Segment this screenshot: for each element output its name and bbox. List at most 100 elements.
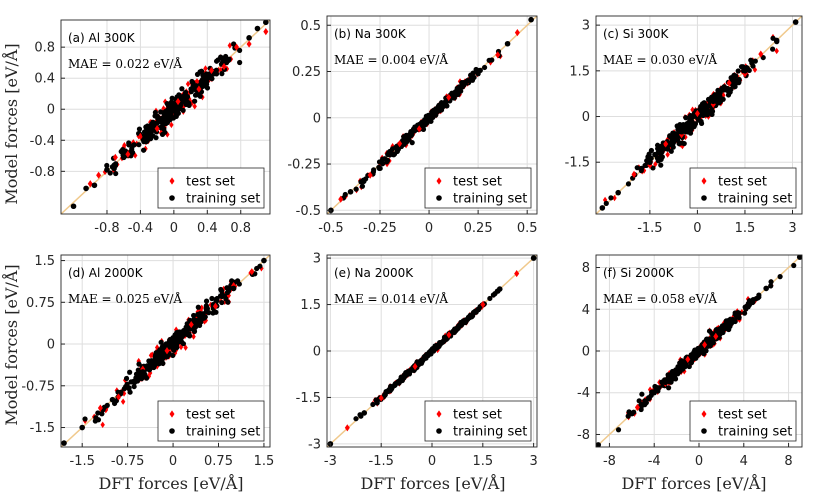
training-point (703, 110, 709, 116)
y-tick-label: 0 (313, 345, 321, 360)
training-point (433, 343, 439, 349)
training-point (386, 386, 393, 392)
training-point (123, 375, 130, 382)
x-tick-label: -0.75 (111, 454, 145, 469)
training-point (201, 80, 207, 87)
training-point (151, 120, 157, 127)
test-point (663, 140, 669, 148)
axes-frame (326, 15, 538, 215)
x-tick-label: 3 (529, 454, 537, 469)
training-point (353, 186, 359, 192)
training-point (158, 350, 165, 356)
training-point (204, 73, 211, 80)
x-tick-label: 3 (788, 221, 796, 236)
training-point (655, 150, 661, 156)
training-point (791, 262, 797, 269)
test-point (446, 331, 452, 339)
mae-label: MAE = 0.014 eV/Å (334, 291, 448, 306)
y-tick-label: -1.5 (296, 391, 321, 406)
panel-title: (b) Na 300K (334, 27, 407, 41)
training-point (424, 351, 430, 357)
training-point (82, 416, 88, 422)
training-point (109, 164, 115, 170)
legend-test-label: test set (718, 175, 767, 190)
training-point (374, 400, 380, 406)
training-point (126, 140, 132, 146)
test-point (137, 132, 143, 140)
training-point (120, 154, 127, 161)
training-point (203, 308, 209, 314)
y-tick-label: -0.5 (296, 204, 321, 219)
training-point (123, 384, 129, 390)
panel-title: (c) Si 300K (603, 27, 669, 41)
axes-frame (60, 254, 271, 448)
training-point (136, 126, 143, 132)
training-point (166, 341, 172, 348)
training-point (421, 121, 427, 127)
y-tick-label: 8 (582, 261, 590, 276)
training-point (153, 350, 159, 356)
training-point (433, 107, 439, 113)
training-point (219, 299, 225, 306)
training-point (135, 367, 141, 373)
training-point (129, 146, 135, 152)
training-point (658, 162, 664, 168)
training-point (420, 357, 426, 363)
training-point (167, 337, 173, 343)
scatter-panel: -1.5 -0.75 0 0.75 1.5 -1.5 -0.75 0 0.75 1.5 (d) Al… (21, 254, 274, 469)
training-point (658, 156, 664, 162)
test-point (96, 171, 102, 179)
training-point (131, 383, 137, 390)
legend: test set training set (157, 400, 265, 442)
test-point (199, 304, 204, 311)
training-point (697, 107, 703, 113)
legend: test set training set (424, 167, 532, 209)
training-point (648, 147, 655, 154)
training-point (746, 67, 752, 74)
mae-label: MAE = 0.004 eV/Å (334, 52, 448, 67)
panel-title: (e) Na 2000K (334, 266, 414, 280)
y-tick-label: 1.5 (569, 64, 590, 79)
training-point (701, 103, 707, 110)
training-point (665, 372, 671, 378)
test-point (208, 66, 214, 75)
training-point (659, 149, 665, 155)
training-point (152, 355, 158, 361)
training-point (678, 128, 685, 135)
legend-train-marker (169, 195, 175, 201)
training-point (387, 151, 393, 158)
training-point (721, 86, 727, 93)
test-point (713, 332, 719, 340)
legend-test-label: test set (718, 408, 767, 423)
training-point (229, 278, 235, 284)
x-tick-label: 0 (693, 221, 701, 236)
y-tick-label: 3 (582, 19, 590, 34)
y-tick-label: -1.5 (30, 421, 55, 436)
training-point (465, 77, 472, 84)
training-point (186, 331, 192, 337)
training-point (634, 165, 640, 171)
scatter-points (596, 255, 802, 447)
panel-title: (a) Al 300K (68, 31, 136, 45)
test-point (338, 195, 344, 203)
scatter-panel: -8 -4 0 4 8 -8 -4 0 4 8 (f) Si 2000K MAE = 0.058 eV… (577, 254, 803, 469)
y-axis-label: Model forces [eV/Å] (1, 264, 21, 425)
training-point (104, 162, 110, 169)
test-point (683, 133, 688, 141)
training-point (638, 404, 644, 411)
x-tick-label: -1.5 (70, 454, 95, 469)
scatter-points (327, 255, 537, 447)
x-tick-label: 0.5 (517, 221, 538, 236)
training-point (792, 19, 799, 25)
training-point (213, 67, 219, 73)
training-point (200, 313, 207, 320)
x-tick-label: 0 (695, 454, 703, 469)
legend: test set training set (689, 400, 797, 442)
x-tick-label: -1.5 (637, 221, 662, 236)
x-axis-label: DFT forces [eV/Å] (621, 473, 766, 493)
test-point (665, 151, 670, 158)
test-point (221, 62, 227, 71)
x-tick-label: -0.4 (128, 221, 153, 236)
training-point (402, 133, 408, 139)
training-point (458, 84, 464, 90)
